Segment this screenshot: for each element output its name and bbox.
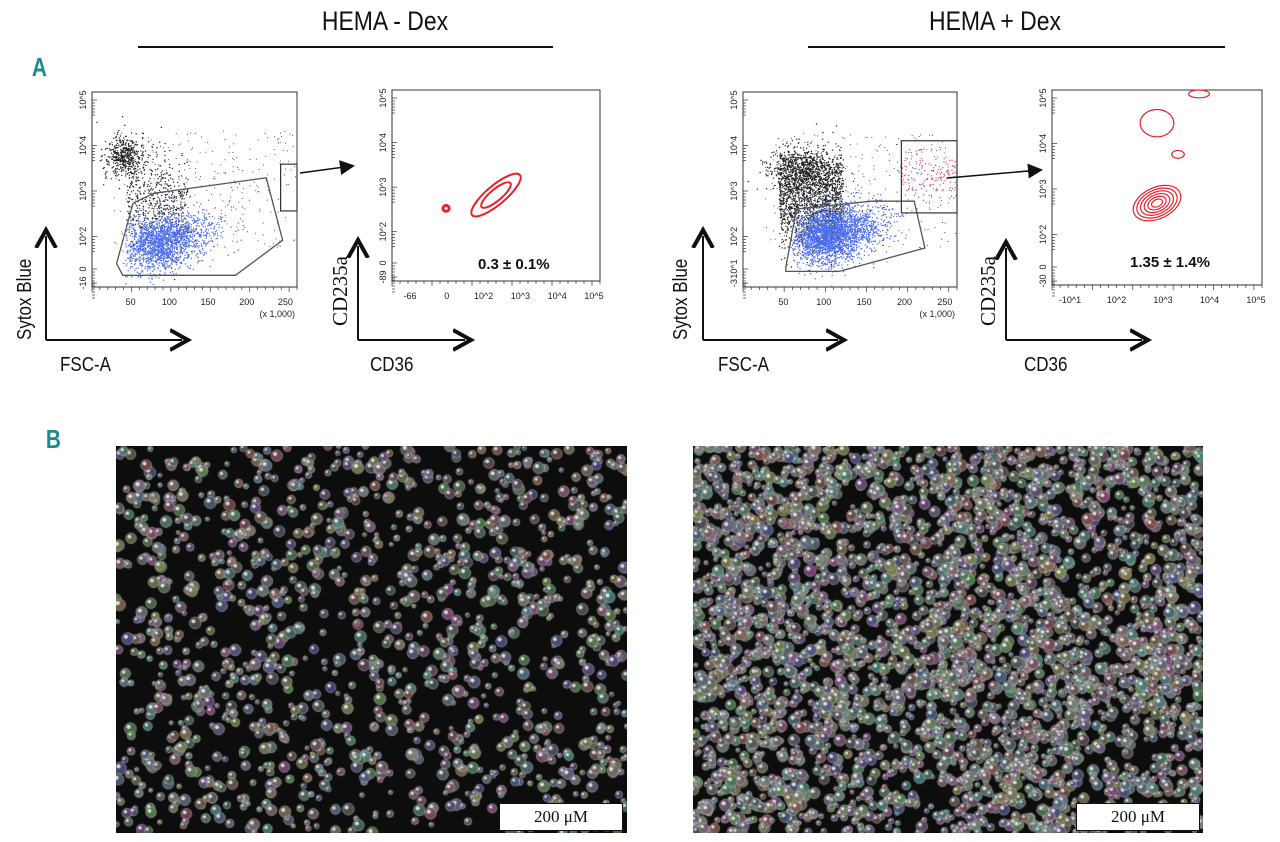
contour-line xyxy=(1171,149,1185,159)
y-tick-label: 10^5 xyxy=(78,90,88,109)
y-tick-label: -16 xyxy=(78,276,88,289)
y-tick-label: 10^3 xyxy=(78,181,88,200)
y-tick-label: 10^4 xyxy=(729,136,739,155)
erythroid-gate xyxy=(280,163,298,212)
y-axis-label: Sytox Blue xyxy=(14,258,36,340)
y-tick-label: 10^2 xyxy=(729,227,739,246)
x-multiplier: (x 1,000) xyxy=(259,309,295,319)
x-tick-label: 0 xyxy=(444,291,449,301)
flow-cytometry-panel: 10^5 10^4 10^3 10^2 0 -16 50 100 150 200 250 (x 1,0… xyxy=(0,88,1266,400)
x-tick-label: -66 xyxy=(403,291,416,301)
scatter-plot-minus-dex: 10^5 10^4 10^3 10^2 0 -16 50 100 150 200 250 (x 1,0… xyxy=(78,90,298,319)
y-tick-label: -3 xyxy=(729,279,739,287)
panel-label-b: B xyxy=(45,424,61,454)
y-tick-label: 10^3 xyxy=(378,178,388,197)
title-underline xyxy=(138,46,553,48)
contour-line xyxy=(1139,190,1175,216)
plot-frame xyxy=(391,89,601,282)
x-tick-label: 10^5 xyxy=(584,291,603,301)
y-tick-label: 10^4 xyxy=(1038,134,1048,153)
y-tick-label: 10^5 xyxy=(378,88,388,107)
x-axis-label: CD36 xyxy=(370,354,414,376)
contour-plot-plus-dex: 10^5 10^4 10^3 10^2 0 -30 -10^1 10^2 10^3 10^4 10^… xyxy=(1038,88,1266,305)
x-tick-label: 250 xyxy=(278,297,293,307)
contour-line xyxy=(1143,192,1171,214)
x-axis-label: FSC-A xyxy=(718,354,769,376)
contour-plot-minus-dex: 10^5 10^4 10^3 10^2 0 -89 -66 0 10^2 10^3 10^4 10^5 xyxy=(378,88,604,301)
gate-percentage: 0.3 ± 0.1% xyxy=(478,256,550,273)
scale-bar: 200 μM xyxy=(499,803,623,831)
x-tick-label: 150 xyxy=(857,297,872,307)
gate-arrow xyxy=(299,160,355,176)
y-tick-label: 10^5 xyxy=(1038,88,1048,107)
x-tick-label: 50 xyxy=(778,297,788,307)
plot-frame xyxy=(91,91,298,288)
x-tick-label: 250 xyxy=(937,297,952,307)
y-tick-label: 10^3 xyxy=(729,181,739,200)
title-underline xyxy=(808,46,1225,48)
y-axis-label: Sytox Blue xyxy=(670,258,692,340)
y-tick-label: 10^2 xyxy=(378,222,388,241)
contour-line xyxy=(1132,184,1182,222)
y-tick-label: 0 xyxy=(1038,264,1048,269)
contour-line xyxy=(1136,187,1178,219)
x-tick-label: 10^5 xyxy=(1246,295,1265,305)
condition-title-minus-dex: HEMA - Dex xyxy=(321,6,449,36)
contour-line xyxy=(1139,108,1175,138)
scale-bar: 200 μM xyxy=(1076,803,1200,831)
x-tick-label: 200 xyxy=(897,297,912,307)
x-tick-label: 10^2 xyxy=(474,291,493,301)
x-tick-label: 10^3 xyxy=(511,291,530,301)
contour-line xyxy=(1187,89,1211,99)
x-tick-label: 100 xyxy=(816,297,831,307)
events xyxy=(96,116,298,286)
condition-title-plus-dex: HEMA + Dex xyxy=(928,6,1062,36)
y-tick-label: -30 xyxy=(1038,274,1048,287)
contour-line xyxy=(470,172,522,218)
x-tick-label: 10^4 xyxy=(548,291,567,301)
x-tick-label: 10^4 xyxy=(1200,295,1219,305)
plot-frame xyxy=(1051,89,1263,286)
x-tick-label: 150 xyxy=(201,297,216,307)
events xyxy=(747,123,958,288)
x-axis-label: FSC-A xyxy=(60,354,111,376)
y-tick-label: -89 xyxy=(378,270,388,283)
live-cell-gate xyxy=(785,200,926,273)
x-tick-label: 50 xyxy=(126,297,136,307)
y-tick-label: 10^2 xyxy=(1038,225,1048,244)
x-axis-label: CD36 xyxy=(1024,354,1068,376)
x-tick-label: 10^3 xyxy=(1153,295,1172,305)
y-tick-label: 10^5 xyxy=(729,90,739,109)
y-tick-label: 0 xyxy=(78,266,88,271)
scatter-plot-plus-dex: 10^5 10^4 10^3 10^2 10^1-3 50 100 150 200 250 (x 1… xyxy=(729,90,958,319)
y-tick-label: 10^1 xyxy=(729,259,739,278)
y-tick-label: 10^4 xyxy=(78,136,88,155)
y-axis-label: CD235a xyxy=(976,256,1000,326)
contour-line xyxy=(480,181,512,209)
contour-line xyxy=(1147,195,1167,211)
micrograph-plus-dex xyxy=(693,446,1203,833)
y-tick-label: 10^2 xyxy=(78,227,88,246)
x-multiplier: (x 1,000) xyxy=(919,309,955,319)
y-tick-label: 10^4 xyxy=(378,133,388,152)
gate-arrow xyxy=(946,163,1043,179)
y-axis-label: CD235a xyxy=(328,256,352,326)
x-tick-label: 10^2 xyxy=(1107,295,1126,305)
live-cell-gate xyxy=(115,177,284,276)
x-tick-label: 100 xyxy=(162,297,177,307)
contour-line xyxy=(1150,198,1164,208)
contour-line xyxy=(441,204,451,213)
micrograph-minus-dex xyxy=(116,446,627,833)
y-tick-label: 10^3 xyxy=(1038,179,1048,198)
y-tick-label: 0 xyxy=(378,260,388,265)
panel-label-a: A xyxy=(31,52,47,82)
gate-percentage: 1.35 ± 1.4% xyxy=(1130,254,1210,271)
x-tick-label: 200 xyxy=(239,297,254,307)
x-tick-label: -10^1 xyxy=(1059,295,1081,305)
